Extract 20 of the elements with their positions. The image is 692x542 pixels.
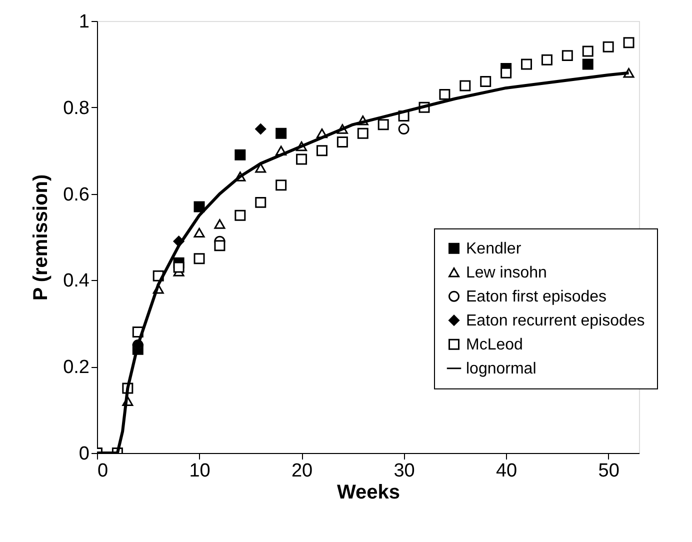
legend-label: Lew insohn (466, 264, 547, 282)
y-tick-label: 1 (78, 12, 90, 32)
y-tick-label: 0 (78, 444, 90, 464)
x-tick-label: 0 (98, 460, 108, 482)
y-tick-label: 0.2 (63, 357, 90, 378)
x-tick-label: 10 (189, 460, 210, 482)
x-axis-title: Weeks (336, 482, 400, 504)
y-tick-label: 0.8 (63, 98, 90, 119)
legend-label: McLeod (466, 336, 523, 354)
legend-label: Kendler (466, 240, 522, 258)
x-tick-label: 40 (496, 460, 518, 482)
y-tick-label: 0.4 (63, 270, 90, 292)
y-axis-title: P (remission) (30, 174, 52, 301)
legend-label: Eaton recurrent episodes (466, 312, 645, 330)
y-tick-label: 0.6 (63, 184, 90, 206)
legend-label: Eaton first episodes (466, 288, 607, 306)
x-tick-label: 50 (598, 460, 620, 482)
x-tick-label: 20 (291, 460, 313, 482)
x-tick-label: 30 (394, 460, 415, 482)
legend-label: lognormal (466, 360, 536, 378)
